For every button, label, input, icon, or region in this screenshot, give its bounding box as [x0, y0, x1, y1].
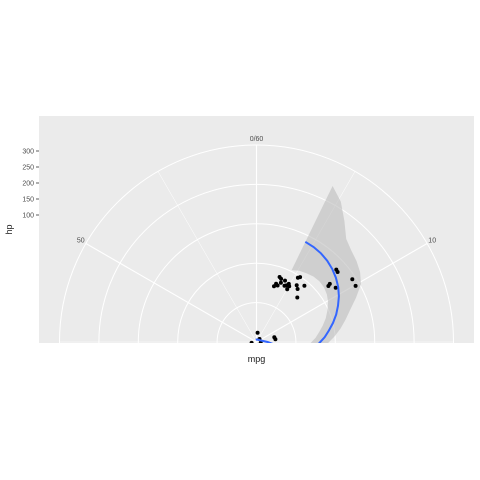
r-tick-label: 300	[22, 149, 34, 156]
grid-spoke	[158, 342, 257, 480]
grid-spoke	[257, 342, 356, 480]
r-tick-label: 150	[22, 197, 34, 204]
data-point	[256, 343, 260, 347]
grid-spoke	[257, 342, 428, 441]
data-point	[295, 283, 299, 287]
data-point	[296, 287, 300, 291]
data-point	[296, 276, 300, 280]
data-point	[250, 341, 254, 345]
theta-tick-label: 0/60	[250, 136, 264, 143]
r-tick-label: 200	[22, 181, 34, 188]
data-point	[273, 337, 277, 341]
data-point	[350, 277, 354, 281]
data-point	[302, 284, 306, 288]
r-tick-label: 100	[22, 213, 34, 220]
y-axis-title: hp	[4, 224, 14, 234]
theta-tick-label: 50	[77, 238, 85, 245]
r-tick-label: 250	[22, 165, 34, 172]
data-point	[256, 343, 260, 347]
grid-spoke	[86, 342, 257, 441]
theta-tick-label: 10	[428, 238, 436, 245]
data-point	[334, 268, 338, 272]
x-axis-title: mpg	[248, 354, 266, 364]
data-point	[295, 296, 299, 300]
data-point	[354, 284, 358, 288]
data-point	[279, 281, 283, 285]
data-point	[274, 282, 278, 286]
data-point	[278, 275, 282, 279]
data-point	[328, 282, 332, 286]
data-point	[287, 284, 291, 288]
data-point	[283, 284, 287, 288]
data-point	[256, 331, 260, 335]
data-point	[283, 279, 287, 283]
